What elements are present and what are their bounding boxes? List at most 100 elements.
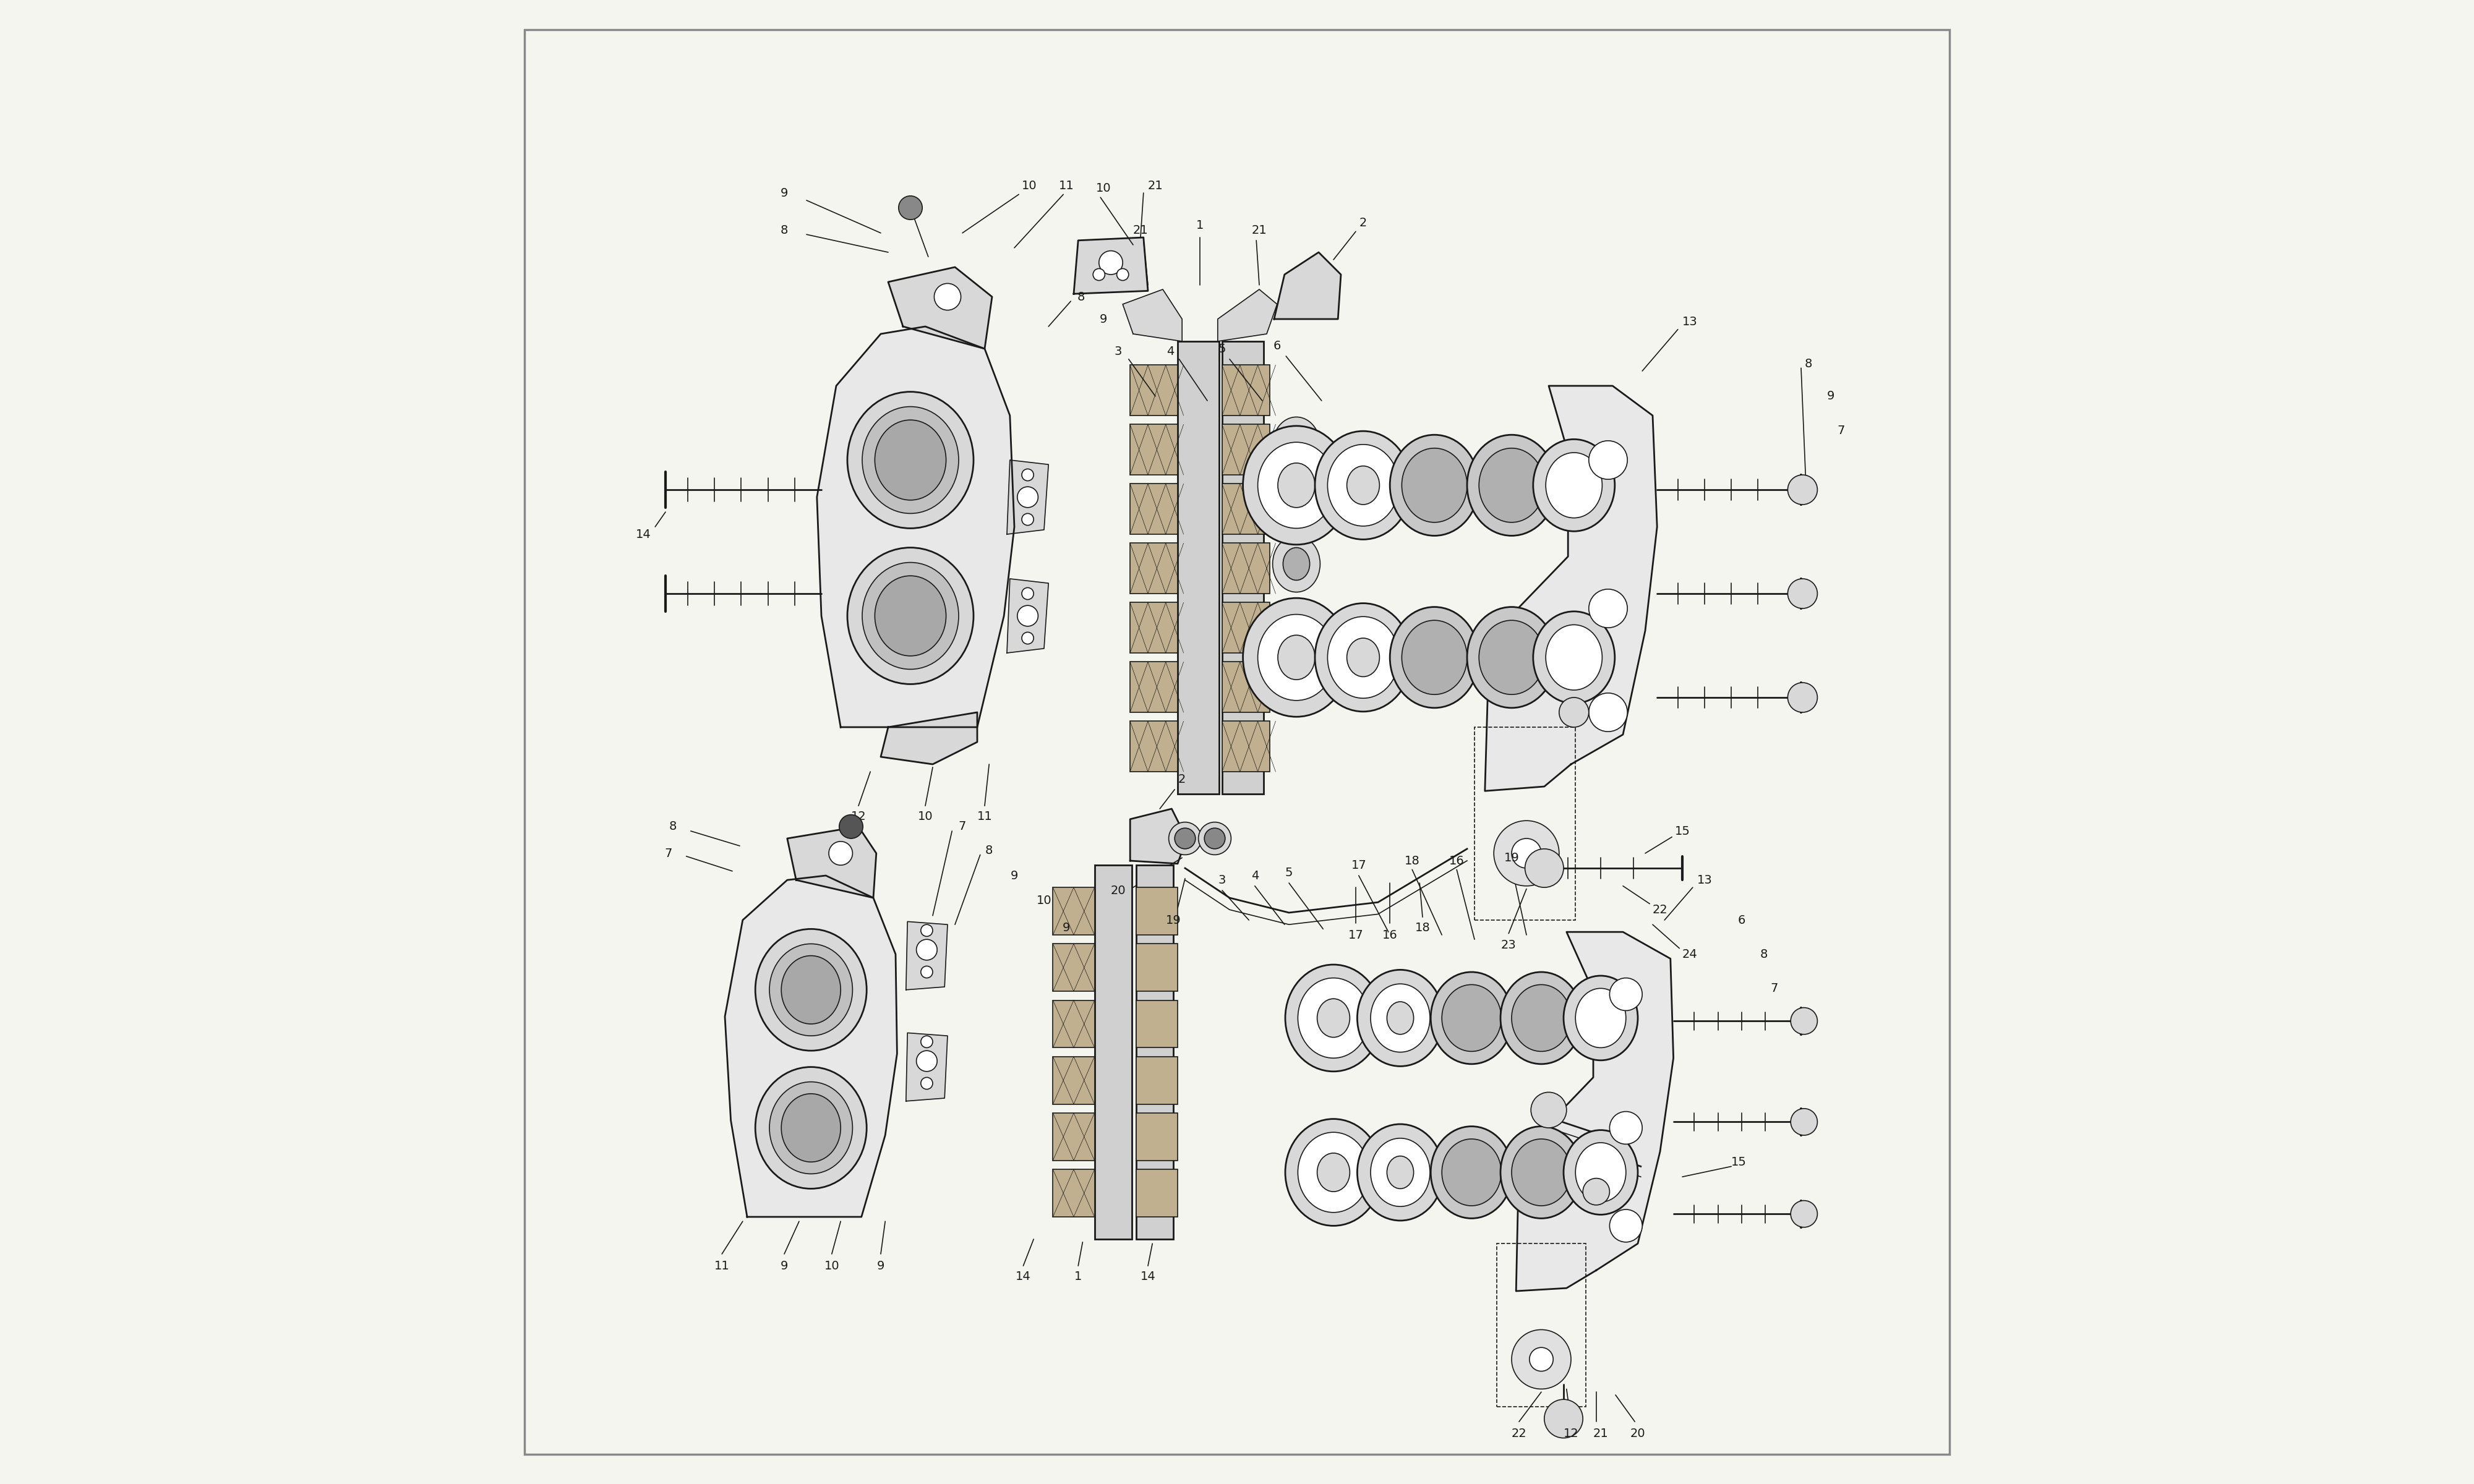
Text: 17: 17 xyxy=(1348,929,1363,941)
Ellipse shape xyxy=(846,392,975,528)
Ellipse shape xyxy=(755,1067,866,1189)
Ellipse shape xyxy=(1257,442,1336,528)
Ellipse shape xyxy=(1388,1156,1413,1189)
Bar xyxy=(1136,1169,1178,1217)
Circle shape xyxy=(1588,441,1628,479)
Text: 9: 9 xyxy=(1826,390,1836,402)
Bar xyxy=(1136,1113,1178,1160)
Ellipse shape xyxy=(769,944,854,1036)
Bar xyxy=(1131,721,1178,772)
Text: 14: 14 xyxy=(1141,1270,1155,1282)
Polygon shape xyxy=(1274,252,1341,319)
Text: 2: 2 xyxy=(1178,773,1185,785)
Ellipse shape xyxy=(1329,445,1398,525)
Circle shape xyxy=(1512,1330,1571,1389)
Text: 10: 10 xyxy=(824,1260,839,1272)
Text: 16: 16 xyxy=(1450,855,1465,867)
Text: 7: 7 xyxy=(1771,982,1779,994)
Circle shape xyxy=(1017,487,1039,508)
Circle shape xyxy=(1611,1209,1643,1242)
Polygon shape xyxy=(725,876,898,1217)
Polygon shape xyxy=(1217,289,1277,341)
Text: 7: 7 xyxy=(666,847,673,859)
Text: 14: 14 xyxy=(1017,1270,1032,1282)
Bar xyxy=(1136,865,1173,1239)
Text: 3: 3 xyxy=(1217,874,1227,886)
Circle shape xyxy=(920,1077,933,1089)
Circle shape xyxy=(1017,605,1039,626)
Circle shape xyxy=(1588,589,1628,628)
Polygon shape xyxy=(1007,579,1049,653)
Polygon shape xyxy=(1007,460,1049,534)
Ellipse shape xyxy=(1284,548,1309,580)
Ellipse shape xyxy=(1371,984,1430,1052)
Ellipse shape xyxy=(1329,617,1398,699)
Bar xyxy=(1136,1000,1178,1048)
Text: 6: 6 xyxy=(1737,914,1747,926)
Ellipse shape xyxy=(1277,635,1316,680)
Text: 12: 12 xyxy=(1564,1428,1578,1439)
Ellipse shape xyxy=(1286,965,1380,1071)
Polygon shape xyxy=(881,712,977,764)
Text: 18: 18 xyxy=(1405,855,1420,867)
Ellipse shape xyxy=(1272,417,1321,473)
Text: 16: 16 xyxy=(1383,929,1398,941)
Ellipse shape xyxy=(1272,536,1321,592)
Circle shape xyxy=(915,1051,938,1071)
Bar xyxy=(1136,1057,1178,1104)
Polygon shape xyxy=(1484,386,1658,791)
Polygon shape xyxy=(1517,932,1672,1291)
Circle shape xyxy=(915,939,938,960)
Text: 1: 1 xyxy=(1195,220,1205,232)
Circle shape xyxy=(1611,1112,1643,1144)
Ellipse shape xyxy=(1284,429,1309,462)
Text: 9: 9 xyxy=(1061,922,1071,933)
Ellipse shape xyxy=(846,548,975,684)
Circle shape xyxy=(829,841,854,865)
Text: 21: 21 xyxy=(1252,224,1267,236)
Circle shape xyxy=(839,815,863,838)
Text: 20: 20 xyxy=(1111,884,1126,896)
Text: 11: 11 xyxy=(715,1260,730,1272)
Bar xyxy=(1475,727,1576,920)
Circle shape xyxy=(1588,693,1628,732)
Bar xyxy=(1054,1113,1094,1160)
Text: 9: 9 xyxy=(779,1260,789,1272)
Ellipse shape xyxy=(1467,435,1556,536)
Circle shape xyxy=(1583,1178,1611,1205)
Circle shape xyxy=(1531,1092,1566,1128)
Text: 21: 21 xyxy=(1148,180,1163,191)
Bar xyxy=(1054,1000,1094,1048)
Ellipse shape xyxy=(1371,1138,1430,1206)
Text: 23: 23 xyxy=(1502,939,1517,951)
Text: 19: 19 xyxy=(1165,914,1180,926)
Ellipse shape xyxy=(755,929,866,1051)
Bar xyxy=(1054,887,1094,935)
Text: 11: 11 xyxy=(1059,180,1074,191)
Ellipse shape xyxy=(1576,1143,1625,1202)
Ellipse shape xyxy=(1430,1126,1512,1218)
Text: 14: 14 xyxy=(636,528,651,540)
Text: 11: 11 xyxy=(977,810,992,822)
Bar xyxy=(1131,603,1178,653)
Text: 12: 12 xyxy=(851,810,866,822)
Circle shape xyxy=(1524,849,1564,887)
Bar xyxy=(1094,865,1131,1239)
Text: 5: 5 xyxy=(1217,343,1227,355)
Text: 15: 15 xyxy=(1732,1156,1747,1168)
Text: 9: 9 xyxy=(1009,870,1019,881)
Ellipse shape xyxy=(863,407,960,513)
Ellipse shape xyxy=(1403,448,1467,522)
Text: 10: 10 xyxy=(1022,180,1037,191)
Text: 2: 2 xyxy=(1358,217,1368,229)
Text: 8: 8 xyxy=(1759,948,1769,960)
Text: 1: 1 xyxy=(1074,1270,1081,1282)
Ellipse shape xyxy=(1277,463,1316,508)
Circle shape xyxy=(1791,1109,1818,1135)
Ellipse shape xyxy=(1346,466,1380,505)
Polygon shape xyxy=(816,326,1014,727)
Text: 8: 8 xyxy=(779,224,789,236)
Bar xyxy=(1054,944,1094,991)
Ellipse shape xyxy=(1168,822,1202,855)
Circle shape xyxy=(898,196,923,220)
